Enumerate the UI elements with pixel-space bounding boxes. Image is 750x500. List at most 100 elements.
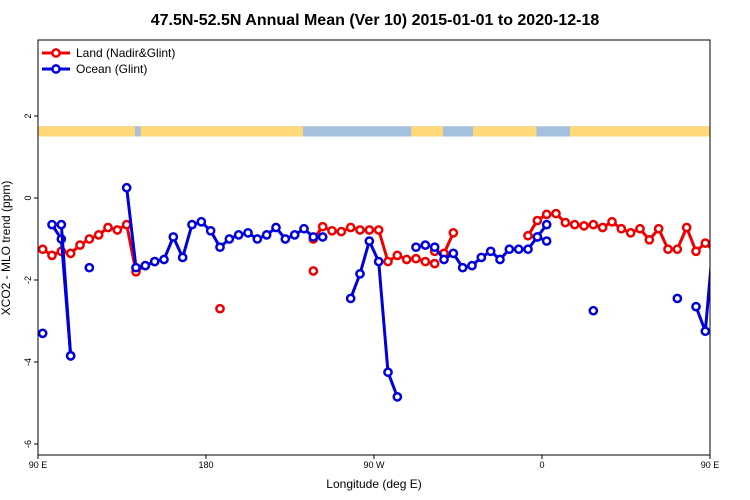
data-point [289, 230, 300, 240]
data-point [364, 225, 375, 235]
data-point [485, 246, 496, 257]
data-point [308, 232, 319, 242]
data-point [448, 228, 459, 238]
data-point [420, 240, 431, 250]
data-point [243, 228, 253, 238]
strip-land-segment [570, 126, 710, 137]
data-point [84, 262, 95, 273]
data-point [700, 238, 710, 248]
y-axis-label: XCO2 - MLO trend (ppm) [0, 181, 13, 316]
data-point [149, 256, 160, 267]
data-point [65, 248, 76, 259]
data-point [644, 234, 655, 245]
data-point [103, 222, 113, 233]
x-axis-label: Longitude (deg E) [326, 477, 421, 491]
data-point [355, 225, 365, 235]
data-point [215, 242, 225, 253]
data-point [56, 219, 67, 230]
data-point [411, 253, 421, 264]
y-tick-label: -6 [23, 440, 33, 448]
data-point [532, 215, 543, 226]
data-point [131, 262, 141, 273]
data-point [730, 248, 737, 255]
data-point [551, 208, 561, 219]
data-point [709, 223, 710, 226]
data-point [523, 244, 533, 255]
data-point [720, 352, 727, 359]
data-point [513, 244, 524, 255]
data-point [392, 250, 403, 261]
data-point [233, 230, 244, 240]
data-point [75, 240, 85, 250]
data-point [112, 225, 123, 235]
data-point [691, 246, 701, 257]
data-point [541, 219, 552, 230]
data-point [739, 250, 746, 257]
data-point [65, 351, 76, 361]
data-point [588, 219, 599, 230]
data-point [345, 222, 356, 233]
data-point [373, 256, 384, 267]
data-point [739, 264, 746, 271]
series-land [38, 208, 746, 314]
data-point [93, 230, 104, 240]
x-tick-label: 180 [198, 460, 213, 470]
data-point [663, 244, 673, 255]
data-point [159, 254, 169, 265]
data-point [373, 225, 384, 235]
data-point [457, 262, 468, 273]
data-point [317, 232, 328, 242]
data-point [383, 256, 393, 267]
data-point [47, 250, 57, 261]
data-point [625, 228, 636, 238]
y-tick-label: 0 [23, 195, 33, 200]
data-point [616, 223, 627, 234]
series-line [715, 225, 724, 356]
data-point [168, 232, 179, 242]
data-point [523, 230, 533, 241]
strip-land-segment [411, 126, 444, 137]
data-point [280, 234, 291, 244]
data-point [345, 293, 356, 304]
data-point [224, 234, 235, 244]
data-point [308, 266, 319, 276]
strip-land-segment [140, 126, 304, 137]
series-layer [38, 182, 746, 402]
data-point [38, 244, 48, 255]
data-point [532, 232, 543, 242]
y-tick-label: -4 [23, 358, 33, 366]
data-point [121, 182, 132, 193]
data-point [196, 216, 207, 227]
data-point [709, 250, 710, 253]
data-point [327, 225, 337, 236]
y-tick-label: -2 [23, 276, 33, 284]
data-point [476, 252, 487, 263]
data-point [84, 234, 95, 244]
legend-swatch-marker [51, 64, 61, 74]
x-tick-label: 0 [539, 460, 544, 470]
data-point [261, 230, 272, 240]
data-point [47, 219, 57, 230]
data-point [205, 225, 216, 236]
data-point [392, 392, 403, 402]
data-point [635, 223, 645, 234]
legend-label: Ocean (Glint) [76, 62, 147, 76]
data-point [541, 236, 552, 246]
data-point [383, 367, 393, 378]
data-point [420, 256, 431, 267]
x-tick-label: 90 E [29, 460, 48, 470]
data-point [271, 222, 281, 233]
data-point [579, 221, 589, 231]
data-point [607, 216, 617, 227]
data-point [560, 217, 571, 228]
strip-ocean-band [38, 126, 710, 137]
data-point [588, 305, 599, 316]
data-point [364, 236, 375, 246]
data-point [709, 223, 710, 226]
chart-title: 47.5N-52.5N Annual Mean (Ver 10) 2015-01… [151, 12, 600, 29]
land-ocean-strip [38, 126, 710, 137]
data-point [672, 244, 683, 255]
data-point [541, 209, 552, 220]
legend: Land (Nadir&Glint) Ocean (Glint) [42, 46, 175, 76]
